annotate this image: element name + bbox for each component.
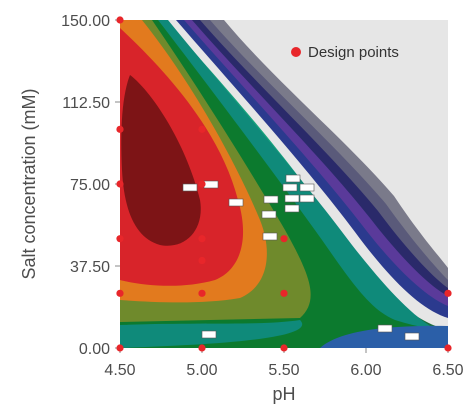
design-point [198, 256, 206, 265]
legend-marker [291, 47, 301, 57]
design-point [198, 235, 206, 243]
contour-label [261, 210, 277, 219]
contour-label [182, 183, 198, 192]
design-point [198, 344, 206, 352]
contour-label [285, 174, 301, 183]
design-point [116, 235, 124, 243]
design-point [280, 289, 288, 297]
y-tick-label: 112.50 [62, 95, 110, 112]
contour-label [284, 204, 300, 213]
contour-label [201, 330, 217, 339]
contour-label [282, 183, 298, 192]
contour-label [284, 194, 300, 203]
x-axis-label: pH [272, 384, 295, 404]
design-point [116, 125, 124, 133]
legend-label: Design points [308, 44, 399, 61]
design-point [280, 235, 288, 243]
design-point [198, 289, 206, 297]
x-tick-label: 4.50 [104, 362, 135, 379]
contour-label [262, 232, 278, 241]
design-point [198, 180, 206, 188]
contour-label [404, 332, 420, 341]
design-points [116, 16, 452, 352]
y-tick-label: 75.00 [70, 177, 110, 194]
design-point [116, 180, 124, 188]
contour-band [121, 75, 201, 246]
y-tick-label: 37.50 [70, 259, 110, 276]
design-point [116, 16, 124, 24]
contour-label [203, 180, 219, 189]
y-tick-label: 0.00 [79, 341, 110, 358]
contour-labels [182, 174, 420, 341]
contour-label [377, 324, 393, 333]
x-tick-label: 6.00 [350, 362, 381, 379]
y-tick-label: 150.00 [61, 13, 110, 30]
y-axis-label: Salt concentration (mM) [19, 88, 39, 279]
contour-label [228, 198, 244, 207]
plot-area [120, 20, 448, 348]
x-tick-label: 5.00 [186, 362, 217, 379]
contour-label [299, 194, 315, 203]
axes: 4.50 5.00 5.50 6.00 6.50 0.00 37.50 75.00 112.50… [61, 13, 464, 379]
design-point [198, 125, 206, 133]
contour-label [299, 183, 315, 192]
design-point [444, 344, 452, 352]
design-point [444, 289, 452, 297]
design-point [116, 344, 124, 352]
contour-band [320, 325, 448, 348]
design-point [280, 344, 288, 352]
contour-label [263, 195, 279, 204]
contour-band [120, 20, 448, 268]
x-tick-label: 6.50 [432, 362, 463, 379]
x-tick-label: 5.50 [268, 362, 299, 379]
legend: Design points [291, 44, 399, 61]
design-point [116, 289, 124, 297]
